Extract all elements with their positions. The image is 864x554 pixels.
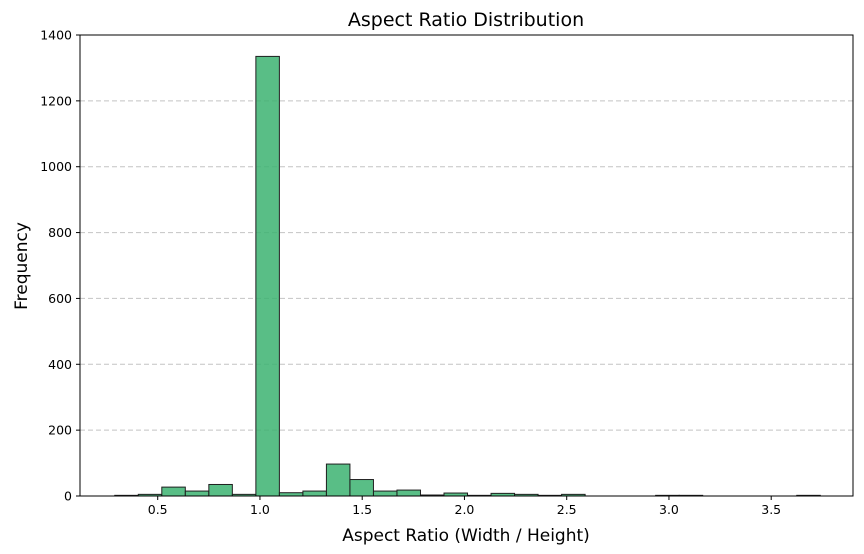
y-tick-label: 600 [48, 291, 72, 306]
histogram-bar [255, 55, 280, 497]
x-tick-label: 2.5 [557, 502, 577, 517]
y-gridlines [80, 100, 853, 431]
y-tick-label: 800 [48, 225, 72, 240]
x-tick-label: 1.5 [352, 502, 372, 517]
y-tick-label: 1200 [40, 93, 72, 108]
histogram-bar [349, 479, 374, 497]
y-tick-label: 400 [48, 357, 72, 372]
x-tick-label: 3.0 [659, 502, 679, 517]
histogram-bar [396, 489, 421, 497]
x-tick-label: 1.0 [250, 502, 270, 517]
histogram-bar [372, 490, 398, 497]
y-tick-label: 1400 [40, 28, 72, 43]
histogram-bar [161, 486, 186, 497]
x-tick-label: 2.0 [455, 502, 475, 517]
x-axis-ticks: 0.5 1.0 1.5 2.0 2.5 3.0 3.5 [148, 496, 781, 517]
x-tick-label: 3.5 [761, 502, 781, 517]
y-axis-label: Frequency [12, 222, 32, 310]
chart-title: Aspect Ratio Distribution [348, 9, 584, 31]
y-tick-label: 200 [48, 423, 72, 438]
histogram-bar [325, 463, 351, 497]
histogram-bar [302, 490, 327, 497]
y-axis-ticks: 0 200 400 600 800 1000 1200 1400 [40, 28, 80, 504]
y-tick-label: 0 [64, 489, 72, 504]
x-tick-label: 0.5 [148, 502, 168, 517]
y-tick-label: 1000 [40, 159, 72, 174]
plot-frame [79, 34, 854, 497]
histogram-bar [184, 490, 210, 497]
histogram-bar [208, 483, 233, 497]
x-axis-label: Aspect Ratio (Width / Height) [342, 526, 590, 546]
